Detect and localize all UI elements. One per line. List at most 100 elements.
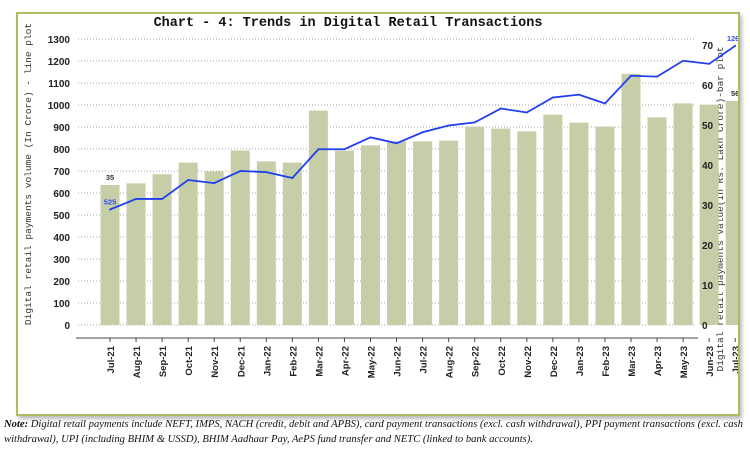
- y-left-tick-label: 0: [64, 321, 70, 332]
- line-point: [499, 107, 502, 110]
- footnote: Note: Digital retail payments include NE…: [4, 417, 744, 447]
- y-left-tick-label: 1200: [48, 57, 71, 68]
- line-point: [265, 171, 268, 174]
- x-tick-label: Jun-22: [393, 346, 404, 377]
- x-tick-label: Aug-22: [445, 346, 456, 378]
- x-tick-label: Jul-21: [106, 345, 117, 373]
- x-tick-label: Feb-23: [601, 346, 612, 377]
- line-point: [109, 208, 111, 211]
- bar: [725, 101, 738, 325]
- line-point: [369, 136, 372, 139]
- line-point: [682, 59, 684, 62]
- x-tick-label: Nov-21: [210, 345, 221, 377]
- bar: [361, 145, 380, 325]
- bar: [334, 150, 354, 325]
- chart-title: Chart - 4: Trends in Digital Retail Tran…: [154, 16, 543, 31]
- y-left-tick-label: 500: [53, 211, 70, 222]
- line-point: [187, 179, 190, 181]
- y-axis-left-label: Digital retail payments volume (In Crore…: [23, 23, 34, 325]
- x-tick-label: Apr-22: [340, 346, 351, 376]
- y-right-tick-label: 40: [702, 161, 714, 172]
- x-tick-label: Nov-22: [523, 346, 534, 378]
- y-axis-right-label: Digital retail payments value(In Rs. Lak…: [715, 47, 726, 372]
- bar: [282, 162, 302, 325]
- y-left-tick-label: 300: [53, 255, 70, 266]
- x-tick-label: Jan-23: [575, 346, 586, 376]
- y-left-tick-label: 200: [53, 277, 70, 288]
- y-right-tick-label: 70: [702, 41, 714, 52]
- y-left-tick-label: 400: [53, 233, 70, 244]
- bar: [517, 131, 537, 325]
- bar: [230, 150, 250, 325]
- bar: [465, 126, 485, 325]
- y-left-tick-label: 800: [53, 145, 70, 156]
- bar: [152, 174, 172, 325]
- line-point: [239, 170, 242, 172]
- y-right-tick-label: 0: [702, 321, 708, 332]
- y-right-tick-label: 50: [702, 121, 714, 132]
- x-tick-label: Jan-22: [262, 346, 273, 376]
- line-point: [604, 102, 606, 105]
- bar-data-label: 56: [731, 89, 738, 98]
- line-data-label: 1269: [727, 34, 738, 43]
- line-point: [578, 93, 580, 96]
- x-tick-label: Dec-21: [236, 345, 247, 377]
- x-tick-label: Mar-22: [314, 346, 325, 377]
- bar: [673, 103, 693, 326]
- x-tick-label: Jul-22: [419, 346, 430, 373]
- bar: [621, 73, 641, 325]
- line-point: [525, 111, 528, 114]
- bar: [178, 162, 198, 325]
- x-tick-label: May-22: [367, 346, 378, 378]
- y-left-tick-label: 100: [53, 299, 70, 310]
- line-point: [473, 121, 476, 124]
- x-tick-label: May-23: [679, 346, 690, 378]
- x-tick-label: Sep-21: [158, 345, 169, 377]
- bar: [569, 122, 589, 325]
- x-tick-label: Oct-21: [184, 345, 195, 375]
- y-right-tick-label: 20: [702, 241, 714, 252]
- line-point: [421, 131, 424, 134]
- note-text: Digital retail payments include NEFT, IM…: [4, 419, 743, 445]
- y-left-tick-label: 1000: [48, 101, 71, 112]
- note-prefix: Note:: [4, 419, 29, 430]
- y-left-tick-label: 1300: [48, 35, 71, 46]
- x-tick-label: Dec-22: [549, 346, 560, 377]
- bar: [439, 140, 459, 325]
- x-tick-label: Oct-22: [497, 346, 508, 376]
- bar: [308, 110, 328, 325]
- bar: [595, 126, 615, 325]
- chart-frame: Chart - 4: Trends in Digital Retail Tran…: [16, 12, 740, 416]
- bar: [204, 171, 224, 325]
- line-point: [395, 142, 398, 145]
- line-point: [708, 62, 711, 65]
- line-point: [135, 198, 137, 200]
- line-point: [213, 182, 216, 185]
- y-left-tick-label: 1100: [48, 79, 70, 90]
- line-data-label: 525: [104, 198, 117, 207]
- line-point: [630, 74, 632, 77]
- bar: [256, 161, 276, 325]
- x-tick-label: Jun-23: [705, 346, 716, 377]
- line-point: [734, 44, 737, 47]
- y-right-tick-label: 10: [702, 281, 714, 292]
- line-point: [161, 198, 164, 200]
- line-point: [291, 177, 294, 179]
- y-left-tick-label: 900: [53, 123, 70, 134]
- y-left-tick-label: 600: [53, 189, 70, 200]
- line-point: [656, 75, 658, 78]
- y-left-tick-label: 700: [53, 167, 70, 178]
- bar: [387, 141, 407, 325]
- x-tick-label: Feb-22: [288, 346, 299, 377]
- line-point: [551, 96, 554, 99]
- bar-data-label: 35: [106, 173, 114, 182]
- x-tick-label: Aug-21: [132, 345, 143, 378]
- bar: [126, 183, 146, 325]
- combo-chart: Chart - 4: Trends in Digital Retail Tran…: [23, 16, 738, 378]
- bar: [699, 104, 719, 325]
- x-tick-label: Sep-22: [471, 346, 482, 377]
- line-point: [343, 148, 346, 151]
- bar: [491, 128, 511, 325]
- y-right-tick-label: 30: [702, 201, 714, 212]
- x-tick-label: Jul-23: [731, 346, 738, 373]
